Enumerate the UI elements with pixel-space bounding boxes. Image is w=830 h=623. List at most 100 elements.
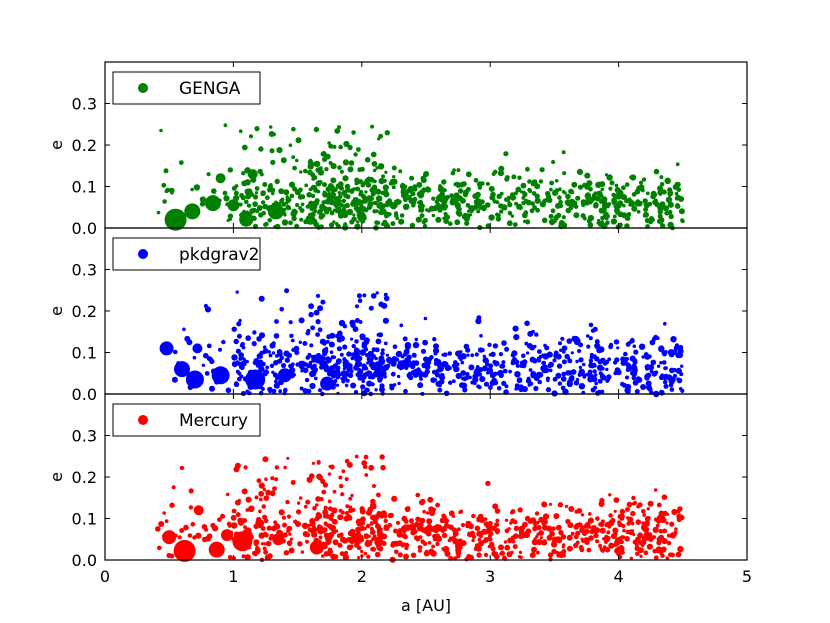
scatter-point — [380, 351, 385, 356]
y-axis-label: e — [47, 306, 66, 316]
scatter-point — [371, 504, 377, 510]
scatter-point — [299, 386, 304, 391]
scatter-point — [555, 205, 559, 209]
scatter-point — [305, 539, 309, 544]
y-tick-label: 0.3 — [72, 95, 97, 114]
scatter-point — [291, 215, 297, 222]
scatter-point — [290, 338, 295, 343]
scatter-point — [468, 364, 475, 371]
scatter-point — [375, 338, 382, 345]
scatter-point — [374, 369, 379, 375]
scatter-point — [401, 515, 408, 522]
scatter-point — [223, 195, 230, 202]
scatter-point — [362, 464, 368, 470]
y-tick-label: 0.1 — [72, 510, 97, 529]
scatter-point — [441, 179, 447, 185]
scatter-point — [362, 293, 367, 298]
scatter-point — [524, 320, 530, 327]
y-tick-label: 0.0 — [72, 385, 97, 404]
scatter-point — [558, 199, 563, 205]
scatter-point — [479, 334, 483, 338]
scatter-point — [578, 383, 586, 390]
scatter-point — [540, 365, 547, 372]
scatter-point — [632, 344, 637, 349]
scatter-point — [407, 355, 411, 359]
scatter-point — [586, 547, 592, 553]
scatter-point — [329, 210, 335, 216]
scatter-point — [318, 535, 323, 540]
scatter-point — [466, 353, 470, 357]
scatter-point — [332, 144, 337, 149]
scatter-point — [674, 191, 679, 196]
scatter-point — [394, 357, 400, 362]
scatter-point — [476, 315, 482, 321]
scatter-point — [267, 386, 273, 393]
scatter-point — [568, 205, 574, 211]
scatter-point — [425, 359, 432, 366]
scatter-point — [339, 352, 344, 357]
scatter-point — [588, 358, 594, 363]
scatter-point — [238, 202, 243, 207]
scatter-point — [513, 191, 518, 196]
scatter-point — [533, 537, 537, 541]
scatter-point — [230, 514, 237, 521]
scatter-point — [315, 353, 320, 359]
scatter-point — [655, 547, 662, 554]
scatter-point — [360, 527, 364, 531]
scatter-point — [233, 190, 239, 196]
scatter-point — [549, 187, 553, 192]
scatter-point — [282, 522, 287, 528]
scatter-point — [669, 376, 676, 383]
scatter-point — [241, 144, 248, 151]
scatter-point — [453, 195, 460, 203]
scatter-point — [368, 350, 374, 357]
scatter-point — [504, 518, 509, 522]
scatter-point — [298, 364, 304, 370]
scatter-point — [662, 379, 668, 385]
scatter-point — [321, 489, 327, 495]
scatter-point — [401, 364, 405, 368]
scatter-point — [507, 211, 512, 215]
scatter-point — [356, 355, 363, 362]
scatter-point — [292, 373, 297, 377]
scatter-point — [566, 380, 573, 388]
scatter-point — [642, 198, 648, 204]
scatter-point — [484, 202, 491, 208]
scatter-point — [384, 170, 388, 174]
scatter-point — [504, 384, 509, 389]
scatter-point — [295, 362, 300, 367]
scatter-point — [507, 537, 513, 544]
scatter-point — [602, 360, 608, 366]
scatter-point — [261, 361, 266, 367]
scatter-point — [420, 348, 427, 354]
scatter-point — [322, 351, 328, 357]
scatter-point — [381, 302, 388, 309]
scatter-point — [313, 160, 321, 168]
scatter-point — [423, 316, 428, 321]
scatter-point — [536, 550, 540, 555]
scatter-point — [365, 178, 369, 182]
scatter-point — [283, 387, 288, 393]
scatter-point — [374, 347, 380, 353]
scatter-point — [404, 506, 411, 513]
scatter-point — [498, 203, 504, 209]
scatter-point — [315, 496, 321, 502]
scatter-point — [395, 200, 401, 205]
scatter-point — [368, 464, 375, 471]
scatter-point — [662, 510, 668, 516]
scatter-point — [337, 125, 342, 130]
scatter-point — [641, 355, 645, 359]
scatter-point — [304, 183, 309, 188]
scatter-point — [356, 147, 361, 152]
scatter-point — [243, 465, 248, 470]
scatter-point — [583, 537, 590, 543]
scatter-point — [482, 365, 488, 372]
panel-0: 0.0 0.1 0.2 0.3 e GENGA — [47, 61, 748, 238]
scatter-point — [496, 386, 502, 391]
scatter-point — [264, 195, 270, 201]
scatter-point — [623, 351, 628, 357]
scatter-point — [183, 524, 189, 531]
scatter-point — [455, 549, 462, 556]
scatter-point — [495, 216, 502, 222]
scatter-point — [302, 341, 308, 346]
